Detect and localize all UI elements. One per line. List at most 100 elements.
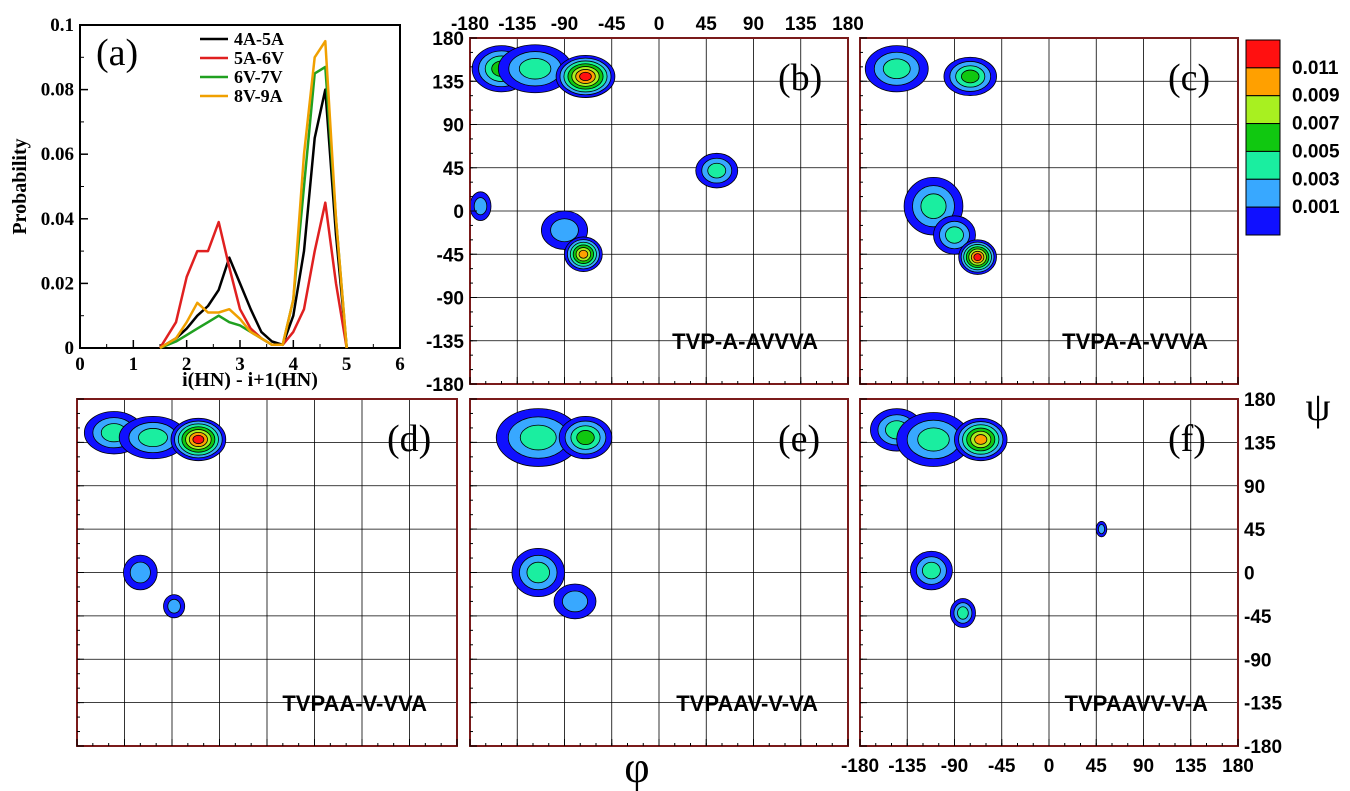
left-tick-label: 135 — [432, 72, 464, 93]
colorbar-swatch — [1245, 95, 1281, 125]
top-tick-label: 0 — [654, 14, 665, 35]
panel-label-b: (b) — [778, 57, 822, 99]
x-tick-label: 0 — [75, 354, 85, 375]
right-tick-label: 135 — [1244, 433, 1276, 454]
bottom-tick-label: -135 — [888, 756, 926, 777]
right-tick-label: -90 — [1244, 650, 1271, 671]
panel-a-line-chart: 0 1 2 3 4 5 6 0 0.02 0.04 0.06 0.08 0.1 i(HN) - i+1(H… — [9, 15, 405, 391]
colorbar-label: 0.003 — [1292, 169, 1340, 190]
y-tick-label: 0.04 — [41, 209, 75, 230]
series-line-5A-6V — [158, 201, 348, 349]
heatmap-panel-e: (e) TVPAAV-V-VA — [469, 398, 849, 747]
legend-label: 4A-5A — [234, 29, 284, 49]
left-tick-label: -135 — [426, 332, 464, 353]
y-tick-label: 0.02 — [41, 273, 74, 294]
y-axis-label: Probability — [9, 138, 31, 234]
density-contour — [578, 249, 589, 259]
top-tick-label: -90 — [551, 14, 578, 35]
density-contour — [562, 590, 589, 613]
top-tick-label: 90 — [743, 14, 764, 35]
left-tick-label: -45 — [437, 245, 465, 266]
colorbar-swatch — [1245, 39, 1281, 69]
bottom-tick-label: -90 — [941, 756, 968, 777]
top-tick-label: 180 — [832, 14, 864, 35]
density-contour — [917, 427, 950, 452]
left-tick-label: 180 — [432, 29, 464, 50]
x-tick-label: 5 — [342, 354, 352, 375]
x-tick-label: 4 — [289, 354, 299, 375]
left-tick-label: -180 — [426, 375, 464, 396]
colorbar-swatch — [1245, 150, 1281, 180]
colorbar-swatch — [1245, 123, 1281, 152]
density-contour — [550, 218, 579, 243]
legend-label: 8V-9A — [234, 86, 283, 106]
density-contour — [473, 197, 488, 216]
right-tick-label: 180 — [1244, 390, 1276, 411]
top-tick-label: 45 — [696, 14, 718, 35]
y-tick-label: 0.1 — [50, 15, 74, 36]
x-axis-label: i(HN) - i+1(HN) — [182, 369, 318, 391]
colorbar: 0.011 0.009 0.007 0.005 0.003 0.001 — [1245, 39, 1340, 236]
top-tick-label: -135 — [498, 14, 536, 35]
right-tick-label: -45 — [1244, 607, 1272, 628]
density-contour — [957, 606, 969, 620]
bottom-tick-label: 180 — [1222, 756, 1254, 777]
top-tick-label: -45 — [598, 14, 626, 35]
sequence-label: TVPA-A-VVVA — [1062, 329, 1208, 354]
density-contour — [167, 598, 181, 614]
sequence-label: TVPAAV-V-VA — [676, 691, 818, 716]
heatmap-panel-d: (d) TVPAA-V-VVA — [76, 398, 458, 747]
y-tick-label: 0.08 — [41, 80, 74, 101]
x-tick-label: 3 — [235, 354, 245, 375]
colorbar-label: 0.009 — [1292, 86, 1340, 107]
colorbar-swatch — [1245, 206, 1281, 236]
left-tick-label: 90 — [443, 116, 464, 137]
colorbar-swatch — [1245, 67, 1281, 97]
psi-axis-label: ψ — [1305, 384, 1330, 429]
panel-label-e: (e) — [778, 418, 820, 460]
density-contour — [518, 58, 552, 80]
density-contour — [961, 69, 980, 84]
density-contour — [519, 424, 557, 451]
panel-label-d: (d) — [387, 418, 431, 460]
top-tick-label: -180 — [451, 14, 489, 35]
density-contour — [922, 561, 941, 580]
density-contour — [138, 428, 168, 448]
sequence-label: TVP-A-AVVVA — [672, 329, 818, 354]
bottom-tick-label: 135 — [1175, 756, 1207, 777]
top-tick-label: 135 — [785, 14, 817, 35]
series-line-4A-5A — [159, 88, 348, 350]
series-line-6V-7V — [159, 65, 348, 350]
right-tick-label: 90 — [1244, 477, 1265, 498]
heatmap-panel-b: (b) TVP-A-AVVVA -180 -180 -135 -135 -90 -90 -45 -… — [426, 14, 864, 396]
colorbar-label: 0.011 — [1292, 58, 1339, 79]
right-tick-label: 45 — [1244, 520, 1266, 541]
x-tick-label: 6 — [395, 354, 405, 375]
colorbar-label: 0.001 — [1292, 197, 1340, 218]
left-tick-label: -90 — [437, 289, 464, 310]
x-tick-label: 2 — [182, 354, 192, 375]
density-contour — [1098, 524, 1106, 535]
density-contour — [945, 226, 964, 244]
bottom-tick-label: 90 — [1133, 756, 1154, 777]
density-contour — [192, 434, 205, 445]
sequence-label: TVPAAVV-V-A — [1065, 691, 1209, 716]
right-tick-label: -180 — [1244, 737, 1282, 758]
density-contour — [974, 434, 988, 445]
density-contour — [973, 253, 982, 262]
bottom-tick-label: -45 — [988, 756, 1016, 777]
y-tick-label: 0.06 — [41, 144, 74, 165]
ramachandran-heatmaps: (b)TVP-A-AVVVA-180-180-135-135-90-90-45-… — [76, 14, 1282, 777]
series-line-8V-9A — [159, 39, 348, 350]
bottom-tick-label: 0 — [1044, 756, 1055, 777]
panel-label-c: (c) — [1168, 57, 1210, 99]
density-contour — [579, 71, 592, 82]
density-contour — [129, 561, 151, 584]
legend-label: 6V-7V — [234, 67, 283, 87]
density-contour — [526, 561, 550, 584]
heatmap-panel-f: (f) TVPAAVV-V-A -180 -180 -135 -135 -90 -90 -45 -… — [841, 390, 1282, 777]
density-contour — [920, 193, 947, 219]
right-tick-label: 0 — [1244, 564, 1255, 585]
legend-label: 5A-6V — [234, 48, 284, 68]
